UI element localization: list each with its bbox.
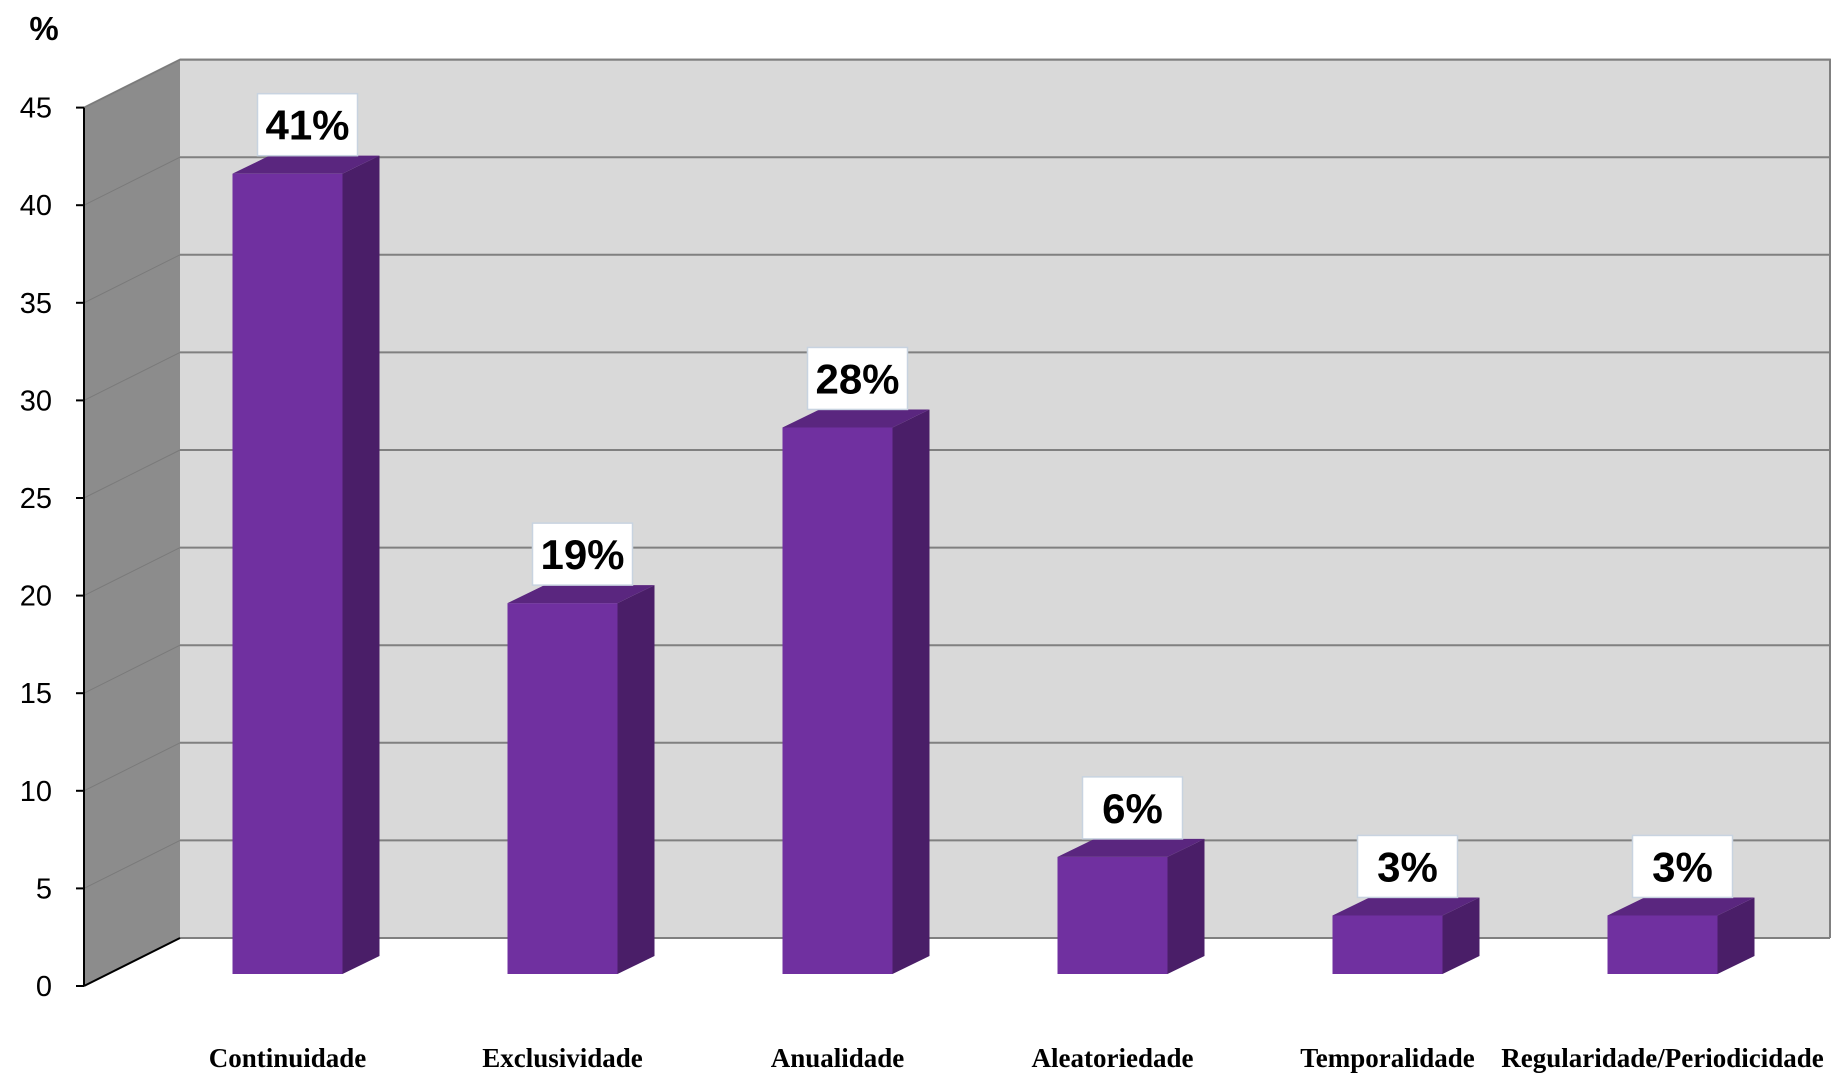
bar-side [892,409,930,974]
side-gridline [83,254,181,304]
bar [782,427,893,974]
data-label-box [1356,834,1459,899]
bar-top [232,155,380,174]
bar-side [1717,897,1755,974]
bar [1057,856,1168,974]
bar-group: 3% [1607,834,1755,974]
x-tick-label: Aleatoriedade [1032,1043,1194,1073]
side-gridline [83,547,181,597]
data-label: 3% [1377,843,1438,890]
data-label-box [1631,834,1734,899]
y-tick-label: 10 [20,776,52,808]
bar-side [617,585,655,974]
y-tick-label: 15 [20,678,52,710]
side-gridline [83,351,181,401]
y-axis: 0 5 10 15 20 25 30 35 40 45 [20,93,181,1003]
data-label: 28% [815,355,899,402]
bar [1332,915,1443,974]
side-gridline [83,59,181,109]
y-tick-label: 30 [20,385,52,417]
data-label: 6% [1102,785,1163,832]
bar-group: 28% [782,346,930,974]
gridlines [83,58,1831,987]
bar-group: 6% [1057,776,1205,974]
y-tick-label: 20 [20,581,52,613]
x-tick-label: Exclusividade [482,1043,643,1073]
back-wall [180,59,1830,939]
x-tick-label: Anualidade [771,1043,905,1073]
bar-top [1057,838,1205,857]
bar-group: 19% [507,522,655,974]
side-gridline [83,644,181,694]
y-tick-label: 35 [20,288,52,320]
x-axis: Continuidade Exclusividade Anualidade Aleat… [209,1043,1824,1073]
y-tick-label: 5 [36,873,52,905]
bar-side [342,155,380,974]
data-label-box [1081,776,1184,840]
data-label: 3% [1652,843,1713,890]
x-tick-label: Temporalidade [1300,1043,1475,1073]
bar-top [1607,897,1755,916]
bar [232,173,343,974]
data-label-box [806,346,909,411]
y-tick-label: 45 [20,93,52,125]
y-axis-unit-label: % [29,10,58,47]
x-tick-label: Regularidade/Periodicidade [1501,1043,1824,1073]
bar-group: 41% [232,92,380,974]
data-label: 41% [265,102,349,149]
side-gridline [83,449,181,499]
floor-edge [83,937,181,987]
side-gridline [83,156,181,206]
y-tick-label: 0 [36,971,52,1003]
bar-top [1332,897,1480,916]
y-tick-label: 25 [20,483,52,515]
bars: 41% 19% 28% 6% 3% 3% [232,92,1755,974]
bar [507,603,618,974]
data-label-box [256,92,359,157]
bar-group: 3% [1332,834,1480,974]
side-gridline [83,839,181,889]
bar [1607,915,1718,974]
side-wall [84,59,180,987]
x-tick-label: Continuidade [209,1043,367,1073]
bar-side [1167,838,1205,974]
bar-top [507,585,655,604]
bar-top [782,409,930,428]
y-tick-label: 40 [20,190,52,222]
bar-side [1442,897,1480,974]
side-gridline [83,742,181,792]
data-label-box [531,522,634,586]
data-label: 19% [540,531,624,578]
